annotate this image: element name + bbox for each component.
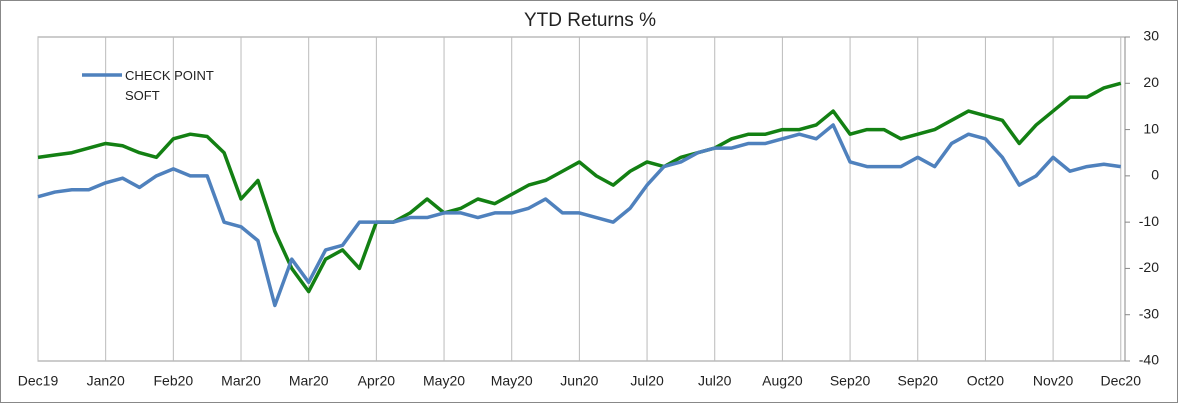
- x-tick-label: Mar20: [221, 373, 261, 389]
- y-tick-label: -30: [1139, 305, 1159, 321]
- x-tick-label: Sep20: [898, 373, 939, 389]
- x-tick-label: Nov20: [1033, 373, 1074, 389]
- y-tick-label: 10: [1143, 120, 1159, 136]
- x-tick-label: Dec20: [1101, 373, 1142, 389]
- chart-title: YTD Returns %: [524, 10, 656, 31]
- y-tick-label: -40: [1139, 352, 1159, 368]
- x-tick-label: Sep20: [830, 373, 871, 389]
- x-tick-label: Oct20: [967, 373, 1005, 389]
- y-tick-label: -20: [1139, 259, 1159, 275]
- legend-label: CHECK POINT SOFT: [125, 68, 214, 103]
- x-tick-label: May20: [491, 373, 533, 389]
- x-tick-label: Jun20: [560, 373, 598, 389]
- x-tick-label: Jan20: [87, 373, 125, 389]
- x-tick-label: Jul20: [698, 373, 732, 389]
- series-line: [37, 81, 1122, 294]
- series-line: [37, 123, 1122, 308]
- x-tick-label: Jul20: [630, 373, 664, 389]
- x-tick-label: May20: [423, 373, 465, 389]
- x-tick-label: Dec19: [18, 373, 59, 389]
- x-tick-label: Aug20: [762, 373, 803, 389]
- y-tick-label: 20: [1143, 74, 1159, 90]
- y-tick-label: 30: [1143, 28, 1159, 44]
- x-tick-label: Mar20: [289, 373, 329, 389]
- y-tick-label: -10: [1139, 213, 1159, 229]
- y-tick-label: 0: [1151, 167, 1159, 183]
- x-tick-label: Feb20: [153, 373, 193, 389]
- x-tick-label: Apr20: [358, 373, 396, 389]
